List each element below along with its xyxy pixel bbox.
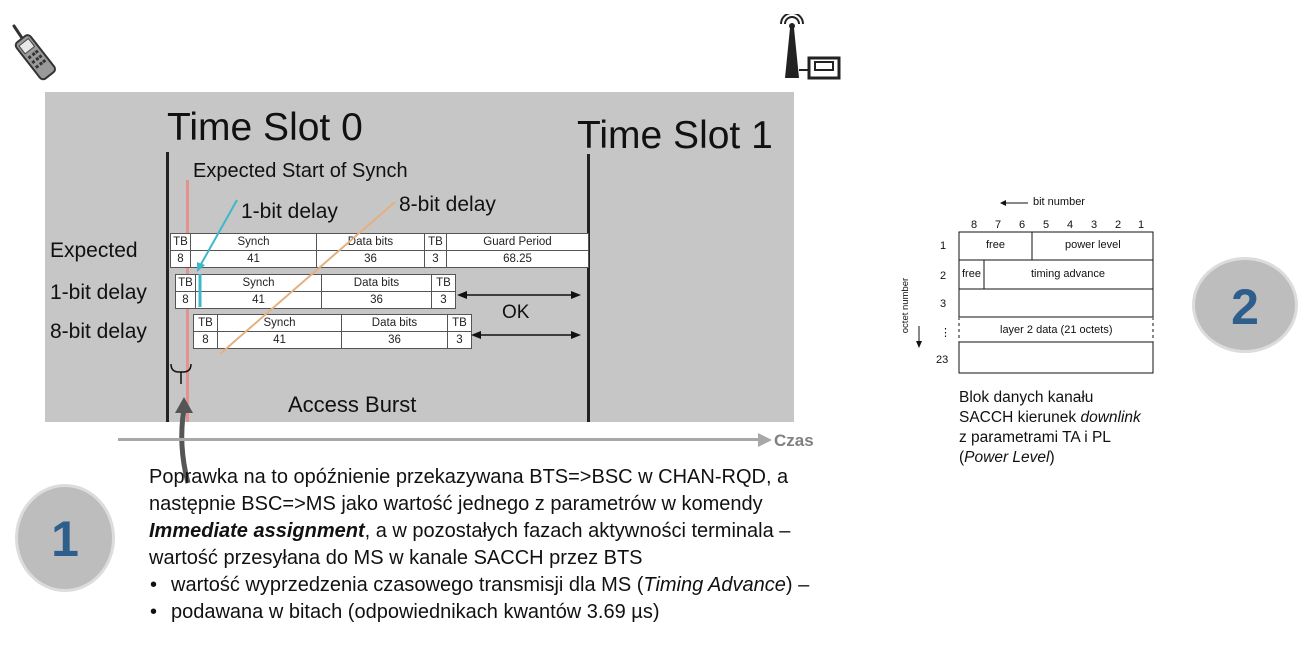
delay-bracket (170, 363, 192, 384)
ok-arrow-lower-left-head (471, 331, 481, 339)
sacch-grid (958, 231, 1154, 374)
bit-label: 2 (1115, 219, 1122, 231)
octet-label: 2 (940, 270, 947, 282)
time-axis-line (118, 438, 763, 441)
caption-text: ( (959, 449, 965, 466)
time-axis-label: Czas (774, 431, 814, 450)
one-bit-delay-note: 1-bit delay (241, 200, 338, 223)
description-line-rest: , a w pozostałych fazach aktywności term… (364, 520, 791, 542)
bullet-text: ) – (785, 574, 810, 596)
description-line: Immediate assignment, a w pozostałych fa… (149, 518, 909, 545)
bit-label: 7 (995, 219, 1002, 231)
bullet-text: wartość wyprzedzenia czasowego transmisj… (171, 574, 644, 596)
cell-value: 3 (431, 291, 456, 309)
cell-header: Guard Period (446, 233, 589, 251)
bit-label: 3 (1091, 219, 1098, 231)
burst-row-8-bit-delay: TB Synch Data bits TB 8 41 36 3 (193, 314, 472, 349)
cell-value: 36 (316, 250, 425, 268)
caption-text: ) (1049, 449, 1055, 466)
bit-label: 6 (1019, 219, 1026, 231)
row-label-expected: Expected (50, 239, 138, 262)
slot-1-boundary-line (587, 154, 590, 422)
bit-label: 4 (1067, 219, 1074, 231)
cell-header: TB (170, 233, 191, 251)
description-bullets: • wartość wyprzedzenia czasowego transmis… (149, 572, 909, 626)
caption-emphasis: Power Level (964, 449, 1050, 466)
ok-arrow-right-head (571, 291, 581, 299)
description-text: Poprawka na to opóźnienie przekazywana B… (149, 464, 909, 626)
octet-label: 3 (940, 298, 947, 310)
octet-number-arrow (916, 326, 922, 348)
burst-row-1-bit-delay: TB Synch Data bits TB 8 41 36 3 (175, 274, 456, 309)
time-slot-0-title: Time Slot 0 (167, 106, 363, 149)
caption-line: z parametrami TA i PL (959, 429, 1111, 446)
row-label-1-bit-delay: 1-bit delay (50, 281, 147, 304)
bit-label: 8 (971, 219, 978, 231)
sacch-caption: Blok danych kanału SACCH kierunek downli… (959, 388, 1199, 468)
octet-label: ⋮ (940, 327, 951, 339)
caption-line: SACCH kierunek downlink (959, 408, 1199, 428)
bts-tower-icon (780, 14, 841, 80)
bit-number-arrow (1000, 200, 1028, 206)
delay-overlay (170, 199, 581, 384)
octet-1-power-level: power level (1065, 239, 1121, 251)
description-emphasis: Immediate assignment (149, 520, 365, 542)
expected-start-label: Expected Start of Synch (193, 160, 408, 182)
cell-header: TB (431, 274, 456, 292)
eight-bit-delay-note: 8-bit delay (399, 193, 496, 216)
octet-1-free: free (986, 239, 1005, 251)
cell-value: 41 (195, 291, 322, 309)
description-line: wartość przesyłana do MS w kanale SACCH … (149, 547, 643, 569)
octet-2-free: free (962, 268, 981, 280)
sacch-block-diagram: bit number 8 7 6 5 4 3 2 1 octet number … (900, 190, 1170, 390)
curved-pointer-arrow (175, 397, 193, 484)
cell-value: 36 (341, 331, 448, 349)
caption-text: SACCH kierunek (959, 409, 1081, 426)
octet-label: 23 (936, 354, 949, 366)
cell-value: 3 (447, 331, 472, 349)
one-bit-delay-pointer-head (197, 262, 205, 272)
cell-value: 36 (321, 291, 432, 309)
cell-value: 41 (217, 331, 342, 349)
ok-arrow-lower-right-head (571, 331, 581, 339)
description-line: Poprawka na to opóźnienie przekazywana B… (149, 466, 789, 488)
step-1-badge: 1 (15, 484, 115, 592)
ok-arrow-left-head (457, 291, 467, 299)
layer2-data-label: layer 2 data (21 octets) (1000, 324, 1113, 336)
bullet-item: • wartość wyprzedzenia czasowego transmis… (150, 574, 810, 596)
burst-row-expected: TB Synch Data bits TB Guard Period 8 41 … (170, 233, 589, 268)
caption-line: (Power Level) (959, 448, 1199, 468)
slot-0-boundary-line (166, 152, 169, 422)
eight-bit-delay-pointer (219, 201, 396, 355)
description-line: następnie BSC=>MS jako wartość jednego z… (149, 493, 763, 515)
bit-label: 5 (1043, 219, 1050, 231)
caption-line: Blok danych kanału (959, 389, 1094, 406)
bullet-item: • podawana w bitach (odpowiednikach kwant… (150, 601, 660, 623)
ok-label: OK (502, 302, 530, 323)
one-bit-delay-pointer (199, 199, 238, 267)
bit-label: 1 (1138, 219, 1145, 231)
caption-emphasis: downlink (1080, 409, 1141, 426)
mobile-phone-icon (12, 24, 57, 81)
access-burst-label: Access Burst (288, 392, 417, 417)
cell-value: 68.25 (446, 250, 589, 268)
bullet-emphasis: Timing Advance (643, 574, 786, 596)
bit-number-label: bit number (1033, 196, 1085, 208)
timing-diagram: Time Slot 0 Time Slot 1 Expected Start o… (45, 92, 794, 422)
octet-label: 1 (940, 240, 947, 252)
row-label-8-bit-delay: 8-bit delay (50, 320, 147, 343)
step-2-badge: 2 (1192, 257, 1298, 353)
bullet-text: podawana w bitach (odpowiednikach kwantó… (171, 601, 660, 623)
octet-2-timing-advance: timing advance (1031, 268, 1105, 280)
time-axis-arrowhead (758, 433, 772, 447)
cell-header: Synch (190, 233, 317, 251)
time-slot-1-title: Time Slot 1 (577, 114, 773, 157)
